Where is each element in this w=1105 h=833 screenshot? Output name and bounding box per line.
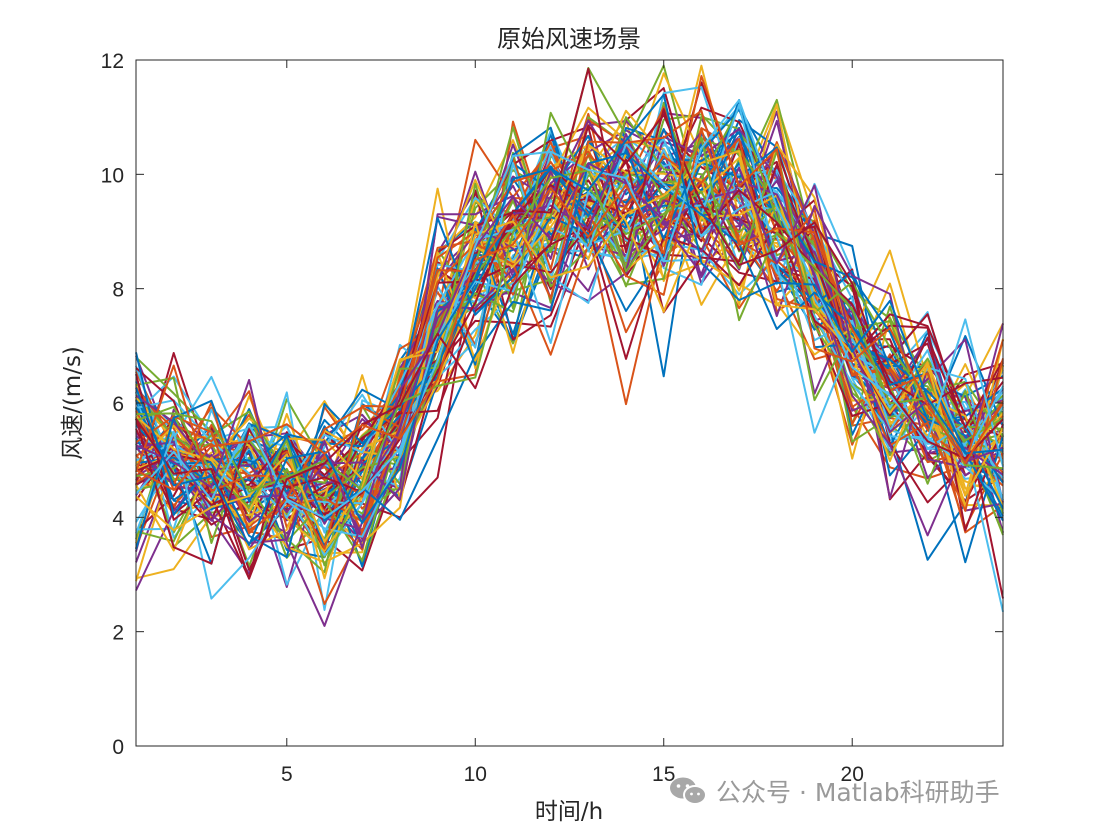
series-group bbox=[135, 64, 1004, 627]
scenario-line bbox=[135, 93, 1004, 546]
scenario-line bbox=[135, 128, 1004, 531]
scenario-line bbox=[135, 109, 1004, 550]
scenario-line bbox=[135, 108, 1004, 559]
scenario-line bbox=[135, 162, 1004, 627]
scenario-line bbox=[135, 113, 1004, 580]
scenario-line bbox=[135, 75, 1004, 491]
x-tick-label: 5 bbox=[281, 763, 293, 786]
y-tick-label: 2 bbox=[112, 622, 124, 645]
y-tick-label: 4 bbox=[112, 507, 124, 530]
y-tick-label: 12 bbox=[101, 50, 124, 73]
watermark-text: 公众号 · Matlab科研助手 bbox=[716, 778, 1000, 807]
wechat-icon bbox=[670, 777, 707, 805]
scenario-line bbox=[135, 103, 1004, 600]
watermark: 公众号 · Matlab科研助手 bbox=[668, 770, 1000, 812]
scenario-line bbox=[135, 67, 1004, 565]
tick-group: 5 10 15 20 0 2 4 6 8 10 12 bbox=[101, 50, 1003, 786]
scenario-line bbox=[135, 99, 1004, 519]
y-tick-label: 8 bbox=[112, 279, 124, 302]
y-tick-label: 0 bbox=[112, 736, 124, 759]
x-tick-label: 20 bbox=[841, 763, 864, 786]
y-tick-label: 10 bbox=[101, 164, 124, 187]
scenario-line bbox=[135, 152, 1004, 550]
x-axis-title: 时间/h bbox=[535, 799, 603, 825]
scenario-line bbox=[135, 136, 1004, 493]
chart-title: 原始风速场景 bbox=[497, 25, 641, 53]
scenario-line bbox=[135, 137, 1004, 535]
x-tick-label: 10 bbox=[464, 763, 487, 786]
scenario-line bbox=[135, 111, 1004, 567]
y-tick-label: 6 bbox=[112, 393, 124, 416]
x-tick-label: 15 bbox=[652, 763, 675, 786]
y-axis-title: 风速/(m/s) bbox=[60, 346, 86, 460]
